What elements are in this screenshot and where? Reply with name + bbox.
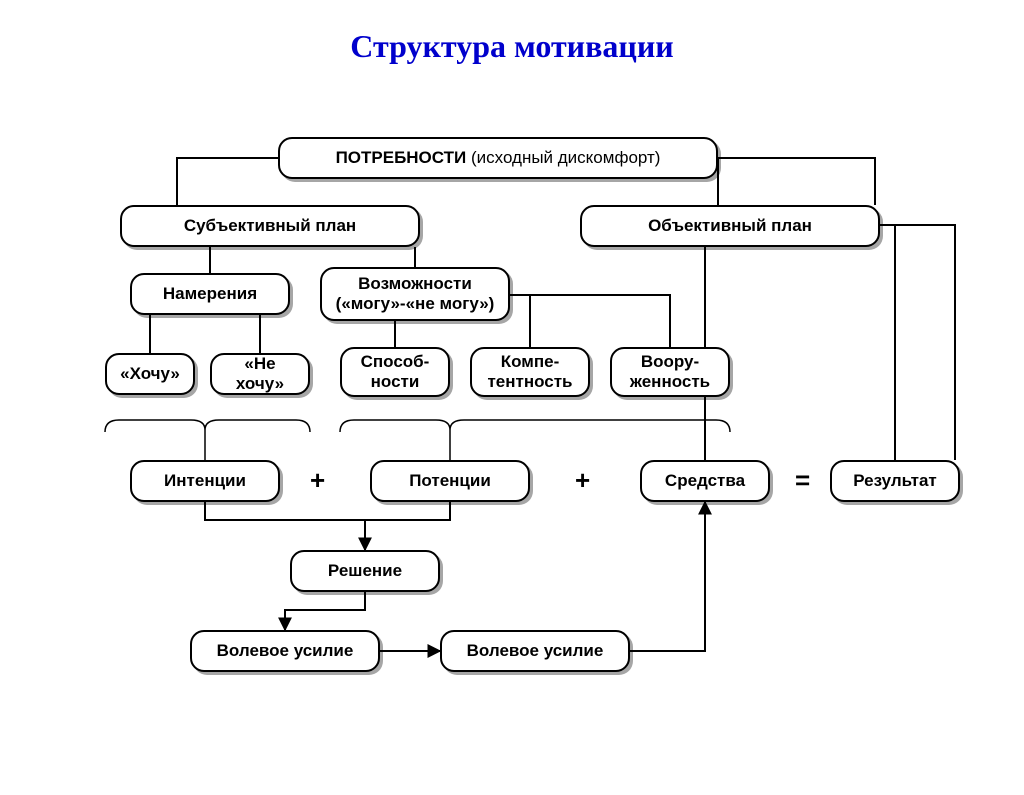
node-potrebnosti-rest: (исходный дискомфорт) [466, 148, 660, 167]
node-kompetentnost: Компе-тентность [470, 347, 590, 397]
node-hochu: «Хочу» [105, 353, 195, 395]
page-title: Структура мотивации [0, 28, 1024, 65]
node-potrebnosti: ПОТРЕБНОСТИ (исходный дискомфорт) [278, 137, 718, 179]
node-namereniya: Намерения [130, 273, 290, 315]
node-objektivnyj-plan: Объективный план [580, 205, 880, 247]
node-volevoe-usilie-2: Волевое усилие [440, 630, 630, 672]
node-ne-hochu: «Не хочу» [210, 353, 310, 395]
node-sposobnosti: Способ-ности [340, 347, 450, 397]
node-sredstva: Средства [640, 460, 770, 502]
node-rezultat: Результат [830, 460, 960, 502]
node-vooruzhennost: Воору-женность [610, 347, 730, 397]
node-reshenie: Решение [290, 550, 440, 592]
node-potrebnosti-bold: ПОТРЕБНОСТИ [336, 148, 467, 167]
diagram-canvas: ПОТРЕБНОСТИ (исходный дискомфорт) Субъек… [0, 75, 1024, 755]
node-subjektivnyj-plan: Субъективный план [120, 205, 420, 247]
operator-equals: = [795, 467, 810, 493]
node-vozmozhnosti: Возможности(«могу»-«не могу») [320, 267, 510, 321]
node-potencii: Потенции [370, 460, 530, 502]
node-intencii: Интенции [130, 460, 280, 502]
operator-plus-2: + [575, 467, 590, 493]
operator-plus-1: + [310, 467, 325, 493]
node-volevoe-usilie-1: Волевое усилие [190, 630, 380, 672]
